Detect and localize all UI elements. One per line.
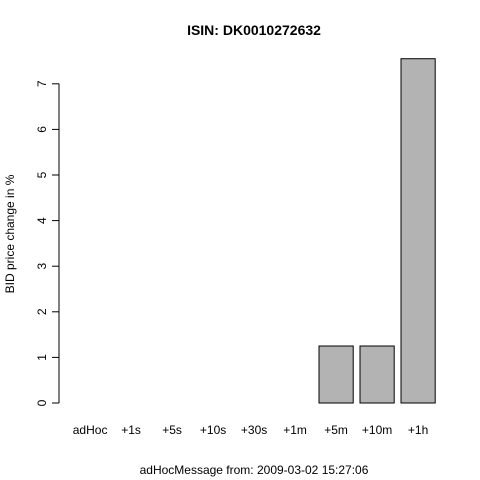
x-tick-label: +10s [200, 423, 226, 437]
chart-title: ISIN: DK0010272632 [187, 22, 321, 38]
bar [400, 58, 436, 404]
y-tick-label: 3 [35, 263, 49, 270]
bar [318, 345, 354, 404]
x-tick-label: +5s [162, 423, 182, 437]
y-tick-label: 2 [35, 308, 49, 315]
x-tick-label: +1h [408, 423, 428, 437]
x-tick-label: +1m [283, 423, 307, 437]
bars-group [318, 58, 436, 404]
y-axis-label: BID price change in % [3, 174, 17, 293]
x-tick-label: +1s [121, 423, 141, 437]
y-tick-label: 5 [35, 171, 49, 178]
y-tick-label: 6 [35, 126, 49, 133]
x-tick-label: adHoc [73, 423, 108, 437]
y-tick-label: 0 [35, 399, 49, 406]
y-tick-label: 4 [35, 217, 49, 224]
y-tick-label: 1 [35, 354, 49, 361]
x-tick-label: +5m [324, 423, 348, 437]
y-axis: 0 1 2 3 4 5 6 7 [35, 80, 60, 406]
x-tick-label: +30s [241, 423, 267, 437]
x-axis-label: adHocMessage from: 2009-03-02 15:27:06 [140, 463, 369, 477]
y-tick-label: 7 [35, 80, 49, 87]
bar [359, 345, 395, 404]
x-tick-labels: adHoc +1s +5s +10s +30s +1m +5m +10m +1h [73, 423, 429, 437]
x-tick-label: +10m [362, 423, 392, 437]
